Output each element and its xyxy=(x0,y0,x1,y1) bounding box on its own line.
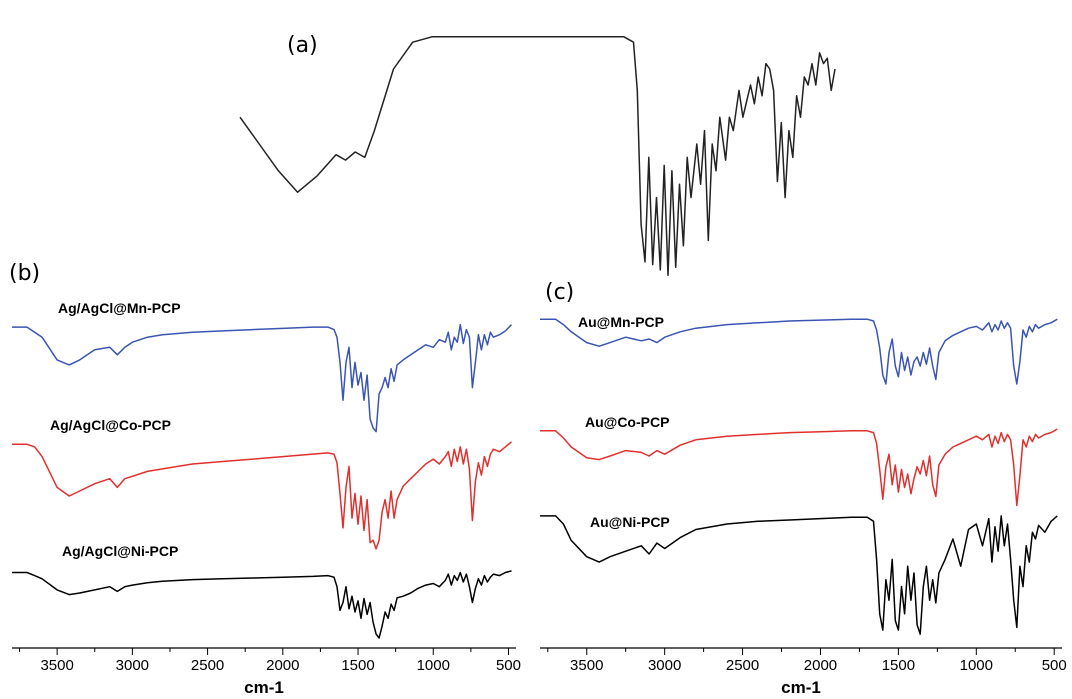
panel-c-traces xyxy=(540,318,1058,635)
panel-c-x-axis: 3500 3000 2500 2000 1500 1000 500 xyxy=(540,647,1067,674)
panel-b-x-axis-title: cm-1 xyxy=(244,678,284,697)
panel-c-tick-label: 500 xyxy=(1042,657,1067,674)
panel-c-spectrum-ni xyxy=(540,515,1058,635)
panel-c-tick-label: 3500 xyxy=(570,657,603,674)
panel-b-tick-label: 3000 xyxy=(116,657,149,674)
panel-b-spectrum-ni xyxy=(12,570,512,639)
panel-c-spectrum-co xyxy=(540,428,1058,507)
panel-b-spectrum-co xyxy=(12,441,512,550)
panel-c-trace-label-co: Au@Co-PCP xyxy=(585,414,669,430)
panel-c-tick-label: 1000 xyxy=(960,657,993,674)
panel-a: (a) xyxy=(239,33,836,277)
panel-a-label: (a) xyxy=(287,33,318,58)
panel-b-tick-label: 2500 xyxy=(191,657,224,674)
panel-c-label: (c) xyxy=(545,280,574,305)
panel-b-tick-label: 3500 xyxy=(40,657,73,674)
panel-b: (b) Ag/AgCl@Mn-PCP Ag/AgCl@Co-PCP Ag/AgC… xyxy=(9,261,521,697)
panel-c-trace-label-ni: Au@Ni-PCP xyxy=(590,514,670,530)
panel-b-traces xyxy=(12,323,513,639)
panel-b-tick-label: 1000 xyxy=(417,657,450,674)
panel-c-spectrum-mn xyxy=(540,318,1058,385)
panel-b-label: (b) xyxy=(9,261,40,286)
panel-b-tick-label: 500 xyxy=(496,657,521,674)
panel-b-tick-label: 2000 xyxy=(266,657,299,674)
panel-b-tick-label: 1500 xyxy=(341,657,374,674)
panel-c-tick-label: 1500 xyxy=(882,657,915,674)
panel-a-spectrum-main xyxy=(239,36,836,277)
panel-c-tick-label: 2500 xyxy=(726,657,759,674)
panel-c-tick-label: 2000 xyxy=(804,657,837,674)
panel-b-trace-label-ni: Ag/AgCl@Ni-PCP xyxy=(62,543,178,559)
panel-b-x-axis: 3500 3000 2500 2000 1500 1000 500 xyxy=(12,647,521,674)
panel-b-trace-label-mn: Ag/AgCl@Mn-PCP xyxy=(58,300,181,316)
panel-c: (c) Au@Mn-PCP Au@Co-PCP Au@Ni-PCP 3500 30… xyxy=(540,280,1067,697)
panel-b-trace-label-co: Ag/AgCl@Co-PCP xyxy=(50,417,171,433)
panel-b-spectrum-mn xyxy=(12,323,513,433)
panel-c-trace-label-mn: Au@Mn-PCP xyxy=(578,314,664,330)
panel-a-traces xyxy=(239,36,836,277)
panel-c-x-axis-title: cm-1 xyxy=(781,678,821,697)
panel-c-tick-label: 3000 xyxy=(648,657,681,674)
